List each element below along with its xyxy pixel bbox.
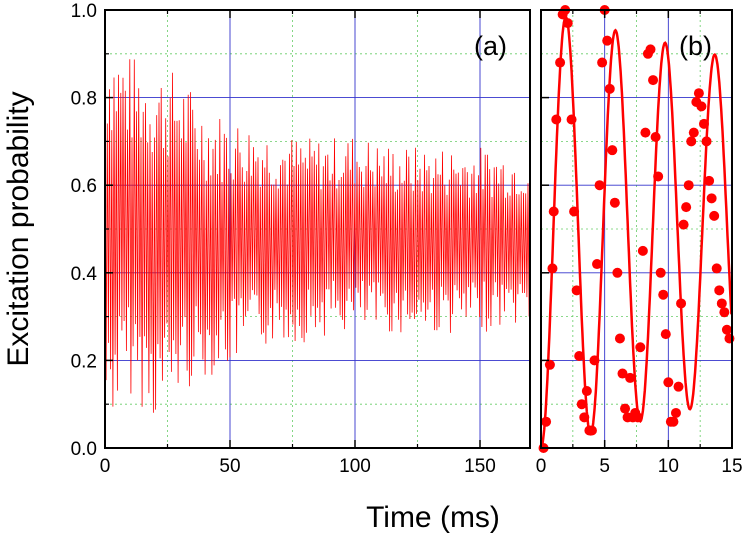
data-point [696,101,707,112]
data-point [650,132,661,143]
data-point [574,351,585,362]
x-tick-label: 10 [658,456,679,477]
data-point [547,263,558,274]
data-point [663,377,674,388]
data-point [711,263,722,274]
data-point [704,175,715,186]
data-point [604,83,615,94]
panel-b: (b) [538,5,735,453]
data-point [683,180,694,191]
data-point [579,412,590,423]
y-tick-label: 0.6 [71,176,97,197]
data-point [676,298,687,309]
data-point [562,18,573,29]
data-point [548,206,559,217]
data-point [655,267,666,278]
x-tick-label: 5 [599,456,610,477]
data-point [617,368,628,379]
panel-b-data-points [538,5,735,453]
y-tick-label: 0.8 [71,89,97,110]
data-point [597,57,608,68]
data-point [592,259,603,270]
y-axis-title: Excitation probability [2,91,35,366]
data-point [541,416,552,427]
x-axis-title: Time (ms) [366,501,500,534]
data-point [589,355,600,366]
data-point [653,171,664,182]
data-point [719,307,730,318]
data-point [701,136,712,147]
data-point [658,289,669,300]
panel-b-minor-grid [541,10,732,448]
y-tick-label: 0.4 [71,264,98,285]
data-point [721,324,732,335]
data-point [625,372,636,383]
x-tick-label: 150 [464,456,496,477]
data-point [693,88,704,99]
data-point [716,298,727,309]
data-point [581,386,592,397]
data-point [602,35,613,46]
panel-a-x-tick-labels: 0 50 100 150 [100,456,496,477]
data-point [609,197,620,208]
data-point [551,114,562,125]
panel-a-data-line [104,59,530,413]
x-tick-label: 50 [219,456,240,477]
panel-b-label: (b) [679,31,712,61]
data-point [668,416,679,427]
data-point [637,245,648,256]
data-point [645,44,656,55]
data-point [569,206,580,217]
x-tick-label: 0 [536,456,547,477]
panel-a-ticks [104,9,481,449]
data-point [566,114,577,125]
panel-a: (a) [104,9,531,449]
data-point [632,412,643,423]
data-point [681,202,692,213]
data-point [648,75,659,86]
data-point [678,219,689,230]
data-point [586,425,597,436]
panel-b-x-tick-labels: 0 5 10 15 [536,456,743,477]
panel-a-label: (a) [474,31,507,61]
panel-b-ticks [540,9,733,449]
y-tick-label: 0.2 [71,351,97,372]
data-point [686,136,697,147]
data-point [673,381,684,392]
data-point [706,193,717,204]
data-point [607,145,618,156]
data-point [544,359,555,370]
data-point [660,329,671,340]
data-point [571,285,582,296]
data-point [698,118,709,129]
data-point [640,127,651,138]
data-point [688,127,699,138]
data-point [576,399,587,410]
data-point [612,267,623,278]
data-point [614,333,625,344]
data-point [670,407,681,418]
data-point [555,57,566,68]
panel-b-fit-line [539,15,733,449]
data-point [709,210,720,221]
data-point [594,180,605,191]
x-tick-label: 15 [721,456,742,477]
data-point [714,285,725,296]
y-tick-label: 1.0 [71,1,97,22]
data-point [620,403,631,414]
x-tick-label: 0 [100,456,111,477]
data-point [635,342,646,353]
x-tick-label: 100 [339,456,371,477]
y-tick-labels: 0.0 0.2 0.4 0.6 0.8 1.0 [71,1,98,460]
y-tick-label: 0.0 [71,439,97,460]
